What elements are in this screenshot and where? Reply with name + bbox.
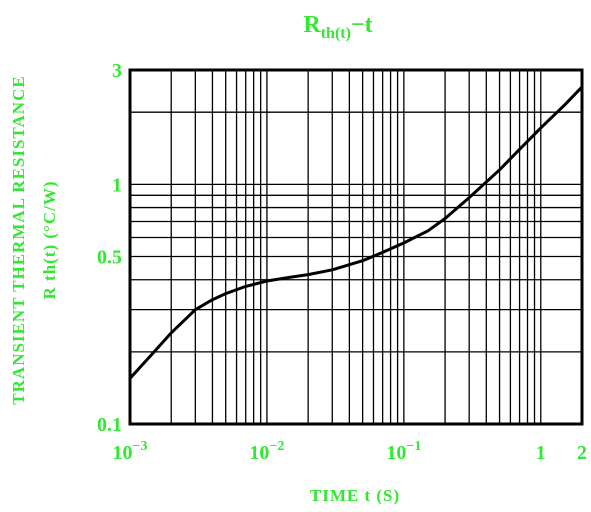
x-tick-label: 1	[536, 442, 546, 464]
y-tick-label: 0.1	[97, 414, 122, 436]
y-tick-labels: 3 1 0.5 0.1	[97, 60, 122, 436]
chart-title: Rth(t)−t	[303, 12, 372, 42]
plot-area	[128, 68, 584, 426]
y-tick-label: 1	[112, 174, 122, 196]
x-axis-label: TIME t (S)	[310, 486, 400, 505]
y-tick-label: 0.5	[97, 246, 122, 268]
x-tick-label: 10−1	[386, 439, 421, 464]
x-tick-label: 10−3	[113, 439, 148, 464]
x-tick-label: 2	[577, 442, 587, 464]
grid	[129, 69, 583, 425]
y-axis-label-line2: R th(t) (°C/W)	[40, 181, 59, 300]
y-axis-label-line1: TRANSIENT THERMAL RESISTANCE	[9, 75, 28, 404]
y-tick-label: 3	[112, 60, 122, 82]
thermal-resistance-curve	[128, 85, 584, 380]
x-tick-label: 10−2	[249, 439, 284, 464]
x-tick-labels: 10−3 10−2 10−1 1 2	[113, 439, 587, 464]
